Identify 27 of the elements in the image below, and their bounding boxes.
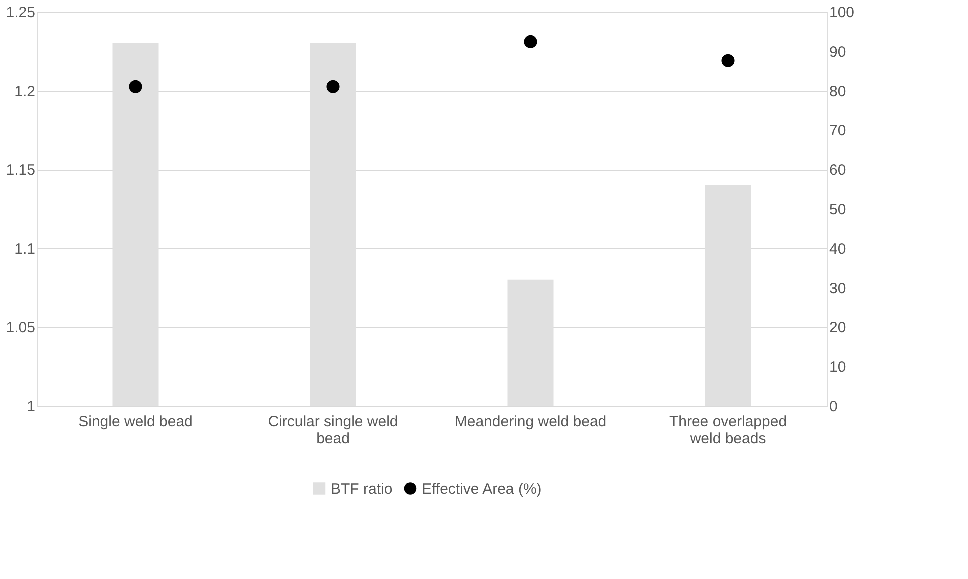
legend-label: BTF ratio xyxy=(331,480,393,498)
x-tick-label: Meandering weld bead xyxy=(454,414,607,430)
x-tick-label: Single weld bead xyxy=(78,414,193,430)
y-tick-label: 1.1 xyxy=(14,240,36,258)
y2-tick-label: 30 xyxy=(830,280,846,298)
y-tick-label: 1.15 xyxy=(6,162,36,180)
y2-tick-label: 100 xyxy=(830,4,855,22)
y2-tick-label: 60 xyxy=(830,162,846,180)
y2-tick-label: 70 xyxy=(830,122,846,140)
y2-tick-label: 80 xyxy=(830,83,846,100)
y-tick-label: 1.2 xyxy=(14,83,36,100)
y-tick-label: 1.25 xyxy=(6,4,36,22)
point xyxy=(129,80,142,94)
x-tick-label: Circular single weld bead xyxy=(268,414,398,448)
y-tick-label: 1.05 xyxy=(6,320,36,337)
y2-tick-label: 10 xyxy=(830,359,846,376)
y-tick-label: 1 xyxy=(27,398,36,416)
point xyxy=(326,80,340,94)
point xyxy=(722,54,735,68)
y2-tick-label: 0 xyxy=(830,398,838,416)
point xyxy=(524,35,538,48)
y2-tick-label: 90 xyxy=(830,44,846,61)
y2-tick-label: 50 xyxy=(830,202,846,218)
y2-tick-label: 40 xyxy=(830,240,846,258)
x-tick-label: Three overlapped weld beads xyxy=(669,414,788,448)
y2-tick-label: 20 xyxy=(830,320,846,337)
legend-label: Effective Area (%) xyxy=(422,480,542,498)
